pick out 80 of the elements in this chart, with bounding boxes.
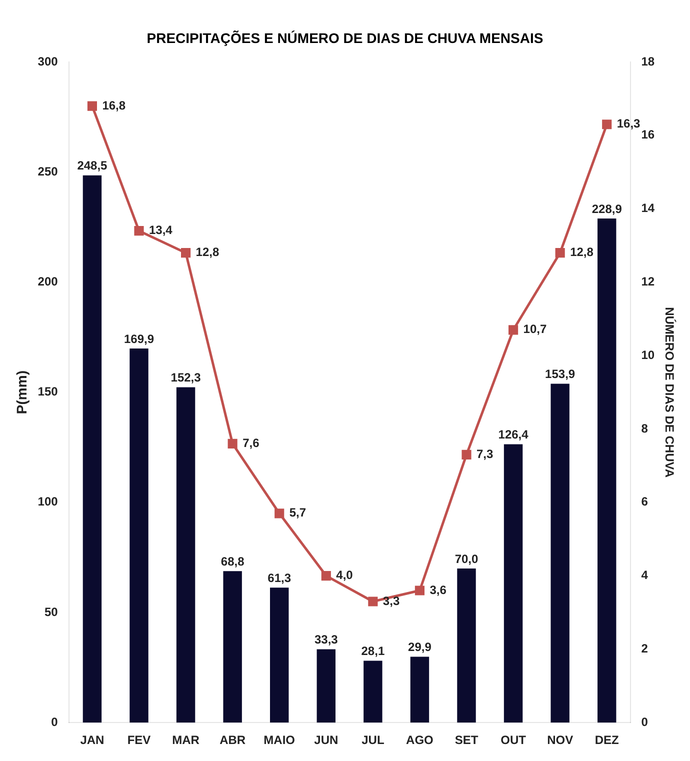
data-label: 16,8 xyxy=(102,98,126,112)
data-label: 61,3 xyxy=(268,570,292,585)
y-tick-label: 50 xyxy=(44,604,58,619)
y-tick-label: 150 xyxy=(38,384,58,399)
x-tick-label: MAIO xyxy=(264,733,296,748)
y-tick-label: 100 xyxy=(38,494,58,509)
bar xyxy=(364,660,382,723)
bar xyxy=(316,649,336,723)
point xyxy=(321,571,331,581)
x-tick-label: JUN xyxy=(314,733,338,748)
bar xyxy=(223,571,242,723)
data-label: 16,3 xyxy=(616,116,641,131)
data-label: 7,6 xyxy=(242,436,260,450)
data-label: 3,3 xyxy=(382,594,400,608)
x-tick-label: FEV xyxy=(127,733,151,748)
point xyxy=(462,450,472,460)
data-label: 12,8 xyxy=(196,245,220,260)
data-label: 10,7 xyxy=(523,322,547,336)
data-label: 33,3 xyxy=(314,632,338,647)
y-tick-label: 300 xyxy=(38,54,58,68)
data-label: 5,7 xyxy=(289,506,306,520)
data-label: 4,0 xyxy=(336,568,354,582)
point xyxy=(368,596,378,606)
chart-title: PRECIPITAÇÕES E NÚMERO DE DIAS DE CHUVA MENSAIS xyxy=(146,29,544,48)
data-label: 126,4 xyxy=(498,428,529,442)
point xyxy=(181,248,191,258)
bar xyxy=(82,175,102,723)
bar xyxy=(598,218,616,723)
x-tick-label: JUL xyxy=(362,733,384,748)
x-tick-label: ABR xyxy=(220,733,246,748)
x-tick-label: OUT xyxy=(500,733,527,748)
y-axis-title: P(mm) xyxy=(13,370,30,414)
data-label: 153,9 xyxy=(545,367,576,382)
bar xyxy=(410,656,430,723)
point xyxy=(602,120,612,130)
point xyxy=(228,438,238,448)
y2-tick-label: 18 xyxy=(641,54,655,68)
y2-tick-label: 12 xyxy=(641,274,655,289)
y-tick-label: 200 xyxy=(38,274,58,289)
data-label: 13,4 xyxy=(149,223,173,238)
data-label: 228,9 xyxy=(592,202,622,216)
bar xyxy=(550,384,570,723)
y-tick-label: 0 xyxy=(51,714,58,729)
data-label: 169,9 xyxy=(124,332,154,346)
data-label: 7,3 xyxy=(476,447,494,462)
bar xyxy=(270,588,289,723)
data-label: 29,9 xyxy=(408,640,432,654)
point xyxy=(414,586,424,596)
bar xyxy=(457,568,476,723)
data-label: 68,8 xyxy=(220,554,245,568)
point xyxy=(274,508,284,518)
x-tick-label: AGO xyxy=(406,733,434,748)
y2-tick-label: 4 xyxy=(641,568,648,582)
x-tick-label: MAR xyxy=(172,733,200,748)
y2-tick-label: 14 xyxy=(641,201,655,216)
bar xyxy=(504,444,523,723)
y2-tick-label: 0 xyxy=(641,714,648,729)
y2-axis-title: NÚMERO DE DIAS DE CHUVA xyxy=(662,307,676,478)
data-label: 12,8 xyxy=(570,245,594,260)
point xyxy=(87,101,97,111)
y2-tick-label: 8 xyxy=(641,421,648,436)
y2-tick-label: 2 xyxy=(641,642,648,656)
bar xyxy=(130,348,148,723)
point xyxy=(508,325,518,335)
data-label: 3,6 xyxy=(430,582,447,597)
y2-tick-label: 10 xyxy=(641,348,655,362)
y2-tick-label: 16 xyxy=(641,128,655,142)
point xyxy=(555,248,565,258)
x-tick-label: NOV xyxy=(547,733,574,748)
bar xyxy=(176,387,196,723)
y-tick-label: 250 xyxy=(38,164,58,178)
x-tick-label: SET xyxy=(454,733,479,748)
point xyxy=(134,226,144,236)
data-label: 70,0 xyxy=(454,552,479,566)
y2-tick-label: 6 xyxy=(641,494,648,509)
data-label: 28,1 xyxy=(361,644,385,658)
x-tick-label: DEZ xyxy=(594,733,619,748)
x-tick-label: JAN xyxy=(80,733,104,748)
data-label: 248,5 xyxy=(77,158,108,173)
data-label: 152,3 xyxy=(170,370,202,385)
